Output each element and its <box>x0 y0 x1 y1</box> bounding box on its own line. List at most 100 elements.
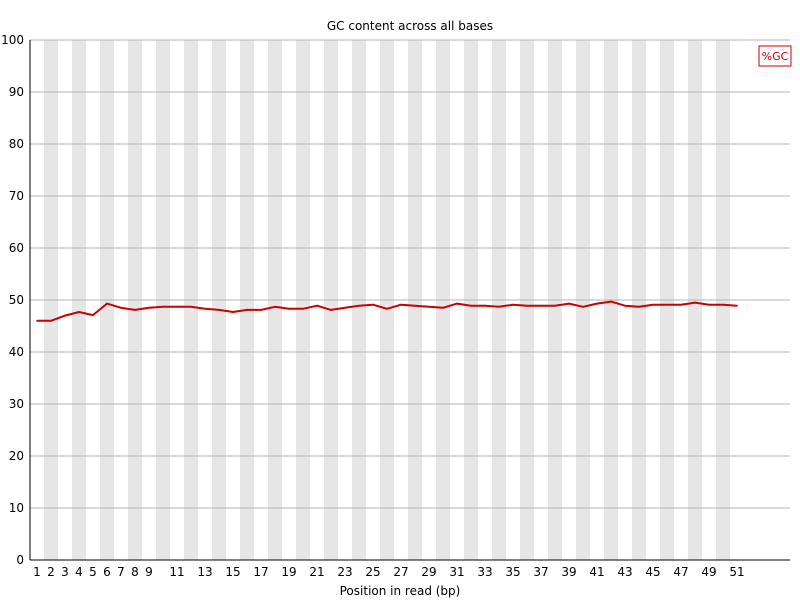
data-point <box>540 304 542 307</box>
data-point <box>470 304 472 307</box>
legend-box <box>758 45 792 67</box>
x-tick-label: 6 <box>103 565 111 579</box>
y-tick-label: 40 <box>9 345 24 359</box>
data-point <box>582 305 584 308</box>
data-point <box>190 305 192 308</box>
data-point <box>330 309 332 311</box>
data-point <box>92 314 94 316</box>
x-tick-label: 43 <box>617 565 632 579</box>
x-tick-label: 11 <box>169 565 184 579</box>
x-tick-label: 21 <box>309 565 324 579</box>
x-tick-labels: 1 2 3 4 5 6 7 8 9 11 13 15 17 19 21 23 25 27 29 31 33 35 37 39 4… <box>33 565 744 579</box>
data-point <box>694 301 696 304</box>
data-point <box>218 309 220 311</box>
data-point <box>288 308 290 310</box>
data-point <box>666 303 668 306</box>
x-tick-label: 39 <box>561 565 576 579</box>
y-tick-label: 0 <box>16 553 24 567</box>
y-tick-label: 80 <box>9 137 24 151</box>
x-tick-label: 4 <box>75 565 83 579</box>
x-tick-label: 51 <box>729 565 744 579</box>
y-tick-label: 10 <box>9 501 24 515</box>
data-point <box>638 305 640 308</box>
x-tick-label: 37 <box>533 565 548 579</box>
x-tick-label: 5 <box>89 565 97 579</box>
x-tick-label: 49 <box>701 565 716 579</box>
data-point <box>442 307 444 309</box>
x-tick-label: 23 <box>337 565 352 579</box>
legend: %GC <box>758 45 792 67</box>
data-point <box>400 303 402 306</box>
y-tick-label: 70 <box>9 189 24 203</box>
data-point <box>36 320 38 322</box>
data-point <box>652 303 654 306</box>
data-point <box>722 303 724 306</box>
y-tick-label: 20 <box>9 449 24 463</box>
x-tick-label: 1 <box>33 565 41 579</box>
x-tick-label: 47 <box>673 565 688 579</box>
data-point <box>204 308 206 310</box>
x-tick-label: 13 <box>197 565 212 579</box>
data-point <box>316 304 318 307</box>
grid-lines <box>30 39 790 509</box>
x-tick-label: 9 <box>145 565 153 579</box>
data-point <box>708 303 710 306</box>
x-tick-label: 2 <box>47 565 55 579</box>
x-tick-label: 31 <box>449 565 464 579</box>
data-point <box>64 314 66 317</box>
data-point <box>568 302 570 305</box>
x-tick-label: 3 <box>61 565 69 579</box>
data-point <box>596 302 598 305</box>
x-tick-label: 15 <box>225 565 240 579</box>
axes <box>29 40 790 561</box>
x-tick-label: 41 <box>589 565 604 579</box>
data-point <box>78 311 80 313</box>
data-point <box>624 304 626 307</box>
data-point <box>372 303 374 306</box>
series-layer <box>36 300 738 322</box>
y-tick-label: 60 <box>9 241 24 255</box>
data-point <box>246 309 248 311</box>
legend-label: %GC <box>762 50 789 63</box>
data-point <box>512 303 514 306</box>
data-point <box>414 304 416 307</box>
data-point <box>50 320 52 322</box>
x-axis-label: Position in read (bp) <box>340 584 461 598</box>
data-point <box>484 304 486 307</box>
data-point <box>302 308 304 310</box>
x-tick-label: 45 <box>645 565 660 579</box>
data-point <box>358 304 360 307</box>
x-tick-label: 35 <box>505 565 520 579</box>
data-point <box>134 309 136 311</box>
data-point <box>526 304 528 307</box>
data-point <box>162 305 164 308</box>
data-point <box>232 311 234 313</box>
data-point <box>456 302 458 305</box>
x-tick-label: 8 <box>131 565 139 579</box>
data-point <box>498 305 500 308</box>
data-point <box>274 305 276 308</box>
data-point <box>554 304 556 307</box>
data-point <box>260 309 262 311</box>
y-tick-label: 50 <box>9 293 24 307</box>
data-point <box>106 302 108 305</box>
x-tick-label: 27 <box>393 565 408 579</box>
data-point <box>428 305 430 308</box>
data-point <box>120 307 122 309</box>
data-point <box>176 305 178 308</box>
x-tick-label: 7 <box>117 565 125 579</box>
data-point <box>610 300 612 303</box>
data-point <box>736 304 738 307</box>
y-tick-labels: 0 10 20 30 40 50 60 70 80 90 100 <box>1 33 24 567</box>
data-point <box>386 308 388 310</box>
y-tick-label: 100 <box>1 33 24 47</box>
data-point <box>344 307 346 309</box>
y-tick-label: 90 <box>9 85 24 99</box>
chart-title: GC content across all bases <box>327 19 493 33</box>
data-point <box>148 307 150 309</box>
x-tick-label: 25 <box>365 565 380 579</box>
x-tick-label: 19 <box>281 565 296 579</box>
x-tick-label: 33 <box>477 565 492 579</box>
x-tick-label: 17 <box>253 565 268 579</box>
